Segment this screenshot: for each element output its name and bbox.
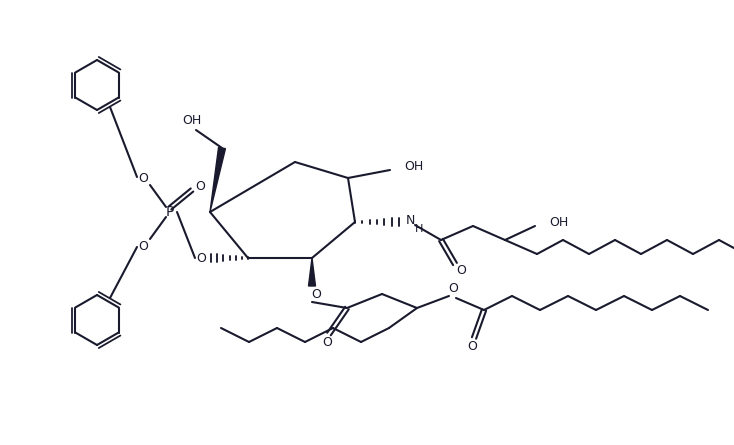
Text: OH: OH [549, 215, 568, 228]
Text: O: O [311, 288, 321, 302]
Text: O: O [195, 179, 205, 193]
Text: O: O [322, 336, 332, 349]
Text: P: P [166, 205, 174, 219]
Text: O: O [138, 239, 148, 252]
Text: OH: OH [404, 159, 424, 173]
Polygon shape [308, 258, 316, 286]
Polygon shape [210, 147, 225, 212]
Text: O: O [138, 171, 148, 185]
Text: OH: OH [182, 113, 202, 126]
Text: O: O [448, 283, 458, 295]
Text: O: O [196, 251, 206, 264]
Text: N: N [406, 214, 415, 227]
Text: H: H [415, 224, 424, 234]
Text: O: O [467, 340, 477, 353]
Text: O: O [456, 263, 466, 276]
